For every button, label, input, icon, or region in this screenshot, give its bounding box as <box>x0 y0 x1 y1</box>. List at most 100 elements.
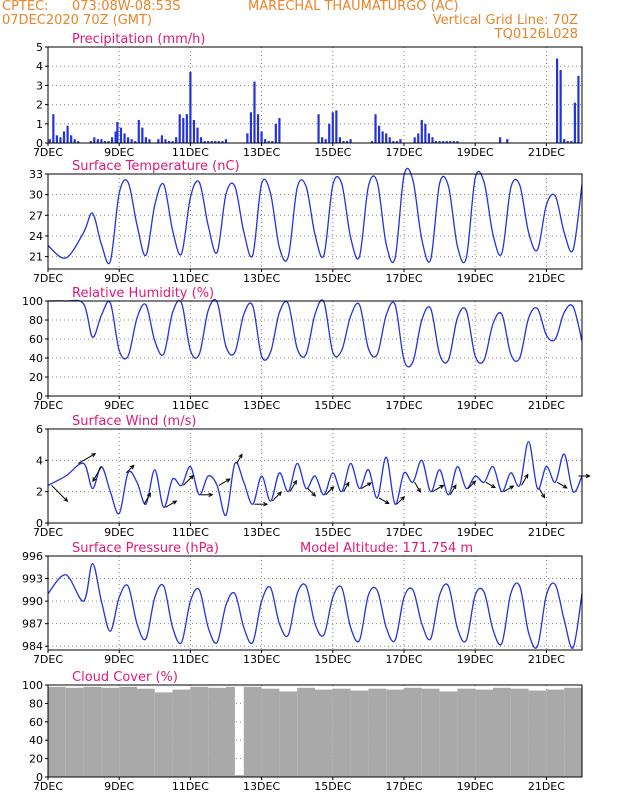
temperature-ytick-label: 27 <box>29 209 43 222</box>
precip-bar <box>199 137 203 143</box>
precip-bar <box>55 135 58 143</box>
wind-arrow-head <box>311 492 317 497</box>
wind-arrow <box>325 486 334 496</box>
wind-arrow <box>485 481 496 488</box>
wind-arrow <box>521 474 529 486</box>
precip-bar <box>264 139 267 143</box>
precip-bar <box>342 141 345 143</box>
precip-bar <box>385 133 388 143</box>
wind-xtick-label: 7DEC <box>33 526 63 539</box>
humidity-xtick-label: 13DEC <box>243 399 280 412</box>
precip-bar <box>434 141 438 143</box>
pressure-xtick-label: 17DEC <box>385 653 422 666</box>
humidity-xtick-label: 9DEC <box>104 399 134 412</box>
humidity-frame <box>47 300 583 397</box>
precip-bar <box>452 141 455 143</box>
wind-frame <box>47 428 583 524</box>
temperature-series-line <box>47 167 583 265</box>
precip-xtick-label: 21DEC <box>528 146 565 159</box>
wind-arrow-head <box>384 499 390 505</box>
precip-bar <box>246 133 249 143</box>
header-code: TQ0126L028 <box>494 27 578 42</box>
precip-frame <box>47 46 583 144</box>
wind-arrow-head <box>345 481 350 487</box>
precip-bar <box>107 141 110 143</box>
humidity-ytick-label: 100 <box>22 295 43 308</box>
precip-bar <box>167 141 171 143</box>
wind-arrow <box>503 485 514 493</box>
precip-ytick-label: 1 <box>36 118 43 131</box>
precip-bar <box>278 118 281 143</box>
precip-ytick-label: 3 <box>36 79 43 92</box>
wind-arrow-head <box>208 492 214 497</box>
precip-bar <box>217 141 220 143</box>
header-location: MARECHAL THAUMATURGO (AC) <box>248 0 459 14</box>
precip-bar <box>338 137 342 143</box>
precip-bar <box>260 131 263 143</box>
cloud-frame <box>47 684 583 778</box>
precip-bar <box>431 137 434 143</box>
precip-ytick-label: 4 <box>36 60 43 73</box>
precip-bar <box>96 139 99 143</box>
precip-bar <box>274 123 277 143</box>
precip-bar <box>388 137 391 143</box>
cloud-area <box>439 691 458 777</box>
wind-arrow-head <box>225 478 231 483</box>
precip-bar <box>100 139 103 143</box>
precip-bar <box>420 119 423 143</box>
precip-bar <box>324 139 327 143</box>
wind-arrow-head <box>400 495 406 501</box>
precip-bar <box>321 137 324 143</box>
cloud-xtick-label: 7DEC <box>33 780 63 793</box>
precip-bar <box>573 102 576 143</box>
temperature-xtick-label: 19DEC <box>457 272 494 285</box>
precip-xtick-label: 15DEC <box>314 146 351 159</box>
humidity-title: Relative Humidity (%) <box>72 286 214 301</box>
precip-bar <box>335 110 338 143</box>
precip-bar <box>559 70 562 143</box>
cloud-area <box>528 690 547 777</box>
humidity-xtick-label: 21DEC <box>528 399 565 412</box>
pressure-xtick-label: 19DEC <box>457 653 494 666</box>
wind-arrow <box>92 466 102 482</box>
cloud-area <box>564 687 582 777</box>
humidity-panel <box>45 298 583 399</box>
humidity-ytick-label: 80 <box>29 314 43 327</box>
header-grid-line: Vertical Grid Line: 70Z <box>432 13 578 28</box>
precip-bar <box>331 112 334 143</box>
pressure-xtick-label: 13DEC <box>243 653 280 666</box>
cloud-area <box>119 686 137 777</box>
humidity-series-line <box>47 298 583 368</box>
humidity-xtick-label: 19DEC <box>457 399 494 412</box>
temperature-panel <box>45 167 583 272</box>
precip-bar <box>221 141 224 143</box>
cloud-xtick-label: 17DEC <box>385 780 422 793</box>
humidity-ytick-label: 0 <box>36 390 43 403</box>
precip-bar <box>345 141 349 143</box>
wind-xtick-label: 17DEC <box>385 526 422 539</box>
wind-arrow-head <box>471 480 477 486</box>
wind-arrow-head <box>277 491 283 497</box>
precip-bar <box>395 141 398 143</box>
pressure-xtick-label: 9DEC <box>104 653 134 666</box>
precip-bar <box>424 123 427 143</box>
temperature-xtick-label: 7DEC <box>33 272 63 285</box>
precip-bar <box>267 141 270 143</box>
wind-arrow-head <box>329 486 335 491</box>
wind-arrow <box>343 482 350 492</box>
precip-bar <box>214 141 217 143</box>
precip-bar <box>59 137 62 143</box>
pressure-title: Surface Pressure (hPa) <box>72 541 219 556</box>
precip-bar <box>103 141 107 143</box>
wind-arrow-head <box>263 502 269 507</box>
cloud-ytick-label: 100 <box>22 679 43 692</box>
precip-bar <box>349 139 352 143</box>
header-source: CPTEC: <box>2 0 49 14</box>
precip-bar <box>555 58 559 143</box>
cloud-ytick-label: 60 <box>29 716 43 729</box>
precip-bar <box>413 137 416 143</box>
wind-ytick-label: 0 <box>36 517 43 530</box>
wind-arrow <box>78 453 96 464</box>
cloud-area <box>226 686 235 777</box>
